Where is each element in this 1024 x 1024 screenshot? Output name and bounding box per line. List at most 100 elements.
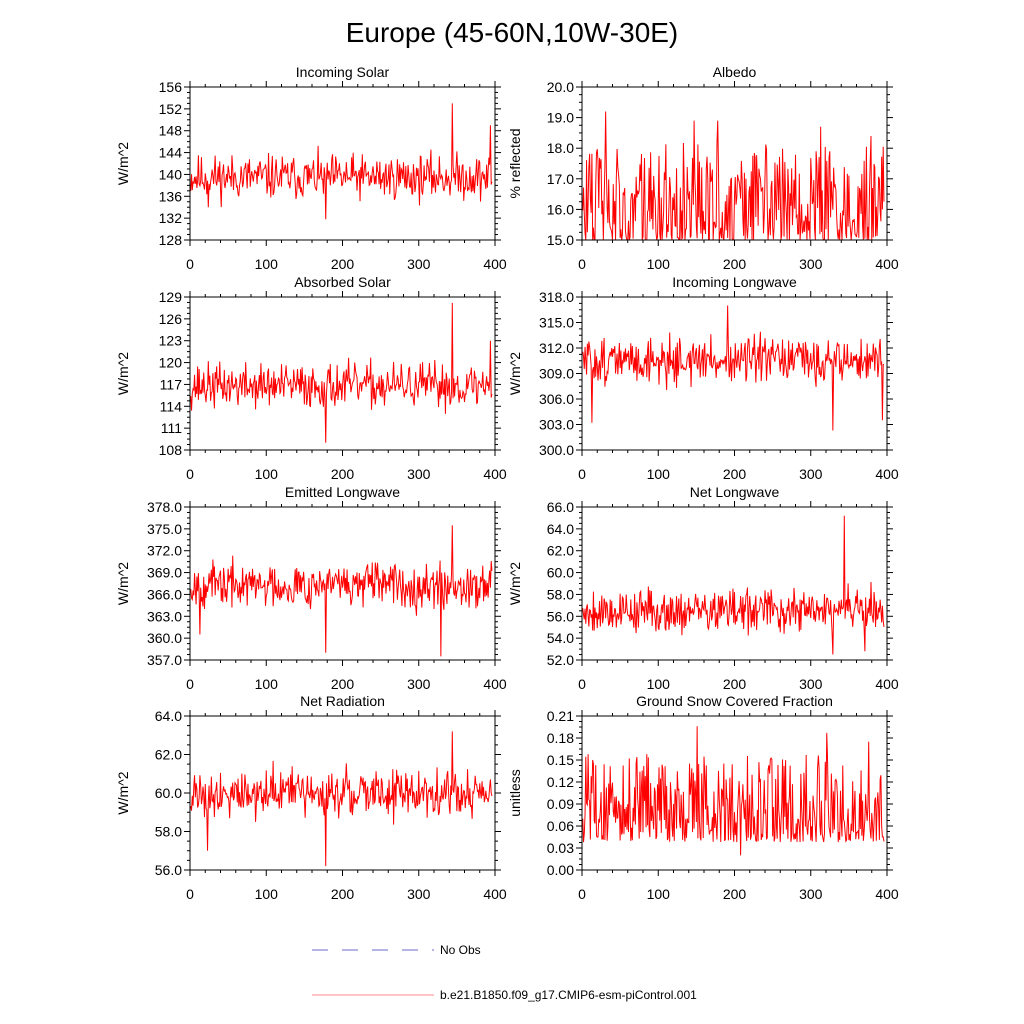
- x-tick-label: 300: [799, 256, 823, 272]
- x-tick-label: 100: [255, 466, 279, 482]
- y-tick-label: 117: [160, 376, 183, 392]
- x-tick-label: 200: [723, 256, 747, 272]
- x-tick-label: 100: [647, 256, 671, 272]
- y-tick-label: 64.0: [547, 521, 574, 537]
- series-line: [582, 305, 884, 431]
- panel-title: Emitted Longwave: [285, 484, 400, 500]
- y-tick-label: 123: [159, 333, 183, 349]
- y-axis-label: W/m^2: [115, 771, 131, 814]
- plot-frame: [581, 715, 888, 871]
- y-axis-label: W/m^2: [115, 352, 131, 395]
- y-tick-label: 111: [161, 420, 182, 436]
- y-tick-label: 64.0: [155, 708, 182, 724]
- plot-frame: [189, 296, 496, 451]
- x-tick-label: 400: [875, 256, 899, 272]
- panel-4: Incoming Longwave W/m^2 300.0 303.0 306.0 309…: [507, 274, 899, 482]
- y-tick-label: 303.0: [539, 417, 574, 433]
- x-tick-label: 200: [331, 256, 355, 272]
- y-tick-label: 360.0: [147, 630, 182, 646]
- y-tick-label: 58.0: [155, 824, 182, 840]
- y-axis-label: unitless: [507, 769, 523, 816]
- legend-obs-label: No Obs: [440, 943, 481, 957]
- y-tick-label: 129: [159, 289, 183, 305]
- legend: No Obs b.e21.B1850.f09_g17.CMIP6-esm-piC…: [312, 943, 697, 1002]
- y-tick-label: 56.0: [547, 608, 574, 624]
- y-tick-label: 120: [159, 355, 183, 371]
- y-tick-label: 0.09: [547, 796, 574, 812]
- y-tick-label: 136: [159, 188, 183, 204]
- legend-model-label: b.e21.B1850.f09_g17.CMIP6-esm-piControl.…: [440, 988, 697, 1002]
- x-tick-label: 0: [578, 676, 586, 692]
- x-tick-label: 100: [255, 256, 279, 272]
- x-tick-label: 200: [723, 676, 747, 692]
- panel-title: Incoming Longwave: [672, 274, 797, 290]
- x-tick-label: 200: [723, 886, 747, 902]
- y-tick-label: 306.0: [539, 391, 574, 407]
- y-tick-label: 0.18: [547, 730, 574, 746]
- x-tick-label: 300: [799, 466, 823, 482]
- y-tick-label: 309.0: [539, 366, 574, 382]
- panel-title: Absorbed Solar: [294, 274, 391, 290]
- series-line: [582, 515, 885, 655]
- y-tick-label: 375.0: [147, 521, 182, 537]
- series-line: [190, 103, 493, 220]
- y-tick-label: 16.0: [547, 201, 574, 217]
- y-tick-label: 148: [159, 123, 183, 139]
- x-tick-label: 0: [578, 256, 586, 272]
- x-tick-label: 400: [483, 886, 507, 902]
- y-tick-label: 108: [159, 442, 183, 458]
- x-tick-label: 200: [723, 466, 747, 482]
- x-tick-label: 400: [875, 466, 899, 482]
- x-tick-label: 200: [331, 676, 355, 692]
- y-tick-label: 0.21: [547, 708, 574, 724]
- y-tick-label: 15.0: [547, 232, 574, 248]
- panel-7: Net Radiation W/m^2 56.0 58.0 60.0 62.0 64.0 0 1…: [115, 693, 507, 902]
- y-axis-label: % reflected: [507, 128, 523, 198]
- y-tick-label: 60.0: [547, 565, 574, 581]
- panel-3: Absorbed Solar W/m^2 108 111 114 117 120 123 126…: [115, 274, 507, 482]
- plot-frame: [581, 506, 888, 661]
- y-tick-label: 66.0: [547, 499, 574, 515]
- y-tick-label: 19.0: [547, 110, 574, 126]
- x-tick-label: 0: [578, 886, 586, 902]
- x-tick-label: 0: [578, 466, 586, 482]
- panel-title: Net Radiation: [300, 693, 385, 709]
- figure-title: Europe (45-60N,10W-30E): [346, 17, 679, 48]
- plot-frame: [189, 86, 496, 241]
- panel-2: Albedo % reflected 15.0 16.0 17.0 18.0 19.0 20.…: [507, 64, 899, 272]
- y-axis-label: W/m^2: [115, 142, 131, 185]
- x-tick-label: 100: [255, 886, 279, 902]
- panel-8: Ground Snow Covered Fraction unitless 0.00…: [507, 693, 899, 902]
- y-tick-label: 52.0: [547, 652, 574, 668]
- x-tick-label: 300: [407, 466, 431, 482]
- x-tick-label: 300: [407, 676, 431, 692]
- y-tick-label: 318.0: [539, 289, 574, 305]
- y-tick-label: 378.0: [147, 499, 182, 515]
- y-tick-label: 18.0: [547, 140, 574, 156]
- y-tick-label: 0.06: [547, 818, 574, 834]
- y-tick-label: 0.15: [547, 752, 574, 768]
- x-tick-label: 200: [331, 466, 355, 482]
- panel-5: Emitted Longwave W/m^2 357.0 360.0 363.0 366.…: [115, 484, 507, 692]
- y-tick-label: 58.0: [547, 586, 574, 602]
- series-line: [582, 111, 885, 241]
- panel-title: Incoming Solar: [296, 64, 390, 80]
- panel-title: Ground Snow Covered Fraction: [636, 693, 833, 709]
- y-tick-label: 54.0: [547, 630, 574, 646]
- x-tick-label: 400: [875, 886, 899, 902]
- x-tick-label: 300: [407, 256, 431, 272]
- y-tick-label: 300.0: [539, 442, 574, 458]
- y-tick-label: 0.00: [547, 862, 574, 878]
- series-line: [190, 731, 493, 867]
- y-tick-label: 312.0: [539, 340, 574, 356]
- x-tick-label: 0: [186, 256, 194, 272]
- x-tick-label: 0: [186, 676, 194, 692]
- y-tick-label: 363.0: [147, 608, 182, 624]
- y-tick-label: 126: [159, 311, 183, 327]
- y-tick-label: 62.0: [155, 747, 182, 763]
- x-tick-label: 400: [483, 466, 507, 482]
- y-tick-label: 128: [159, 232, 183, 248]
- series-line: [190, 302, 493, 443]
- panel-title: Net Longwave: [690, 484, 780, 500]
